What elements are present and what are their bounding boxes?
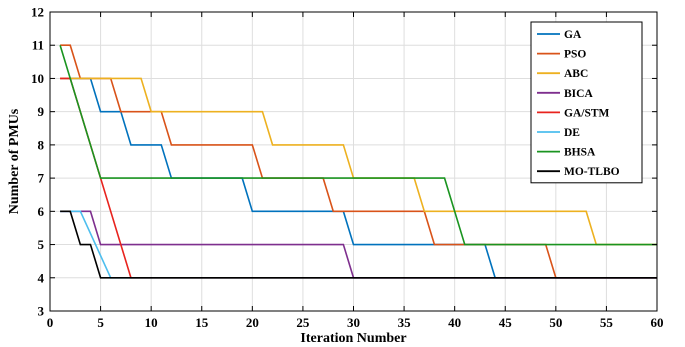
y-tick-label: 3 — [38, 304, 45, 319]
x-tick-label: 60 — [651, 315, 664, 330]
series-line-abc — [60, 77, 657, 246]
x-tick-label: 55 — [600, 315, 614, 330]
x-tick-label: 5 — [97, 315, 104, 330]
legend-box — [530, 21, 643, 184]
y-tick-label: 4 — [38, 270, 45, 285]
y-tick-label: 7 — [38, 171, 45, 186]
legend-label-bica: BICA — [564, 88, 593, 100]
x-tick-label: 40 — [448, 315, 461, 330]
x-tick-label: 30 — [347, 315, 360, 330]
legend: GA PSO ABC BICA GA/STM DE BHSA MO-TLBO — [530, 21, 643, 184]
legend-label-ga: GA — [564, 29, 582, 41]
y-tick-label: 12 — [31, 5, 44, 20]
series-line-mo-tlbo — [60, 210, 657, 279]
x-axis-title: Iteration Number — [300, 331, 406, 346]
y-tick-label: 10 — [31, 71, 44, 86]
x-tick-label: 50 — [549, 315, 562, 330]
y-tick-label: 11 — [32, 38, 44, 53]
y-tick-label: 8 — [38, 137, 45, 152]
legend-label-pso: PSO — [564, 49, 586, 61]
x-tick-label: 35 — [398, 315, 412, 330]
legend-label-mo-tlbo: MO-TLBO — [564, 166, 620, 178]
series-lines — [59, 44, 657, 279]
legend-label-bhsa: BHSA — [564, 147, 596, 159]
y-tick-label: 6 — [38, 204, 45, 219]
y-tick-label: 9 — [38, 104, 45, 119]
x-tick-label: 15 — [195, 315, 209, 330]
x-tick-label: 10 — [145, 315, 158, 330]
legend-label-de: DE — [564, 127, 580, 139]
x-tick-label: 45 — [499, 315, 513, 330]
legend-label-ga-stm: GA/STM — [564, 107, 610, 119]
y-axis-title: Number of PMUs — [7, 108, 22, 214]
y-tick-label: 5 — [38, 237, 45, 252]
legend-label-abc: ABC — [564, 68, 588, 80]
x-tick-label: 0 — [47, 315, 54, 330]
x-tick-label: 20 — [246, 315, 259, 330]
series-line-bhsa — [59, 44, 657, 246]
x-tick-label: 25 — [296, 315, 310, 330]
